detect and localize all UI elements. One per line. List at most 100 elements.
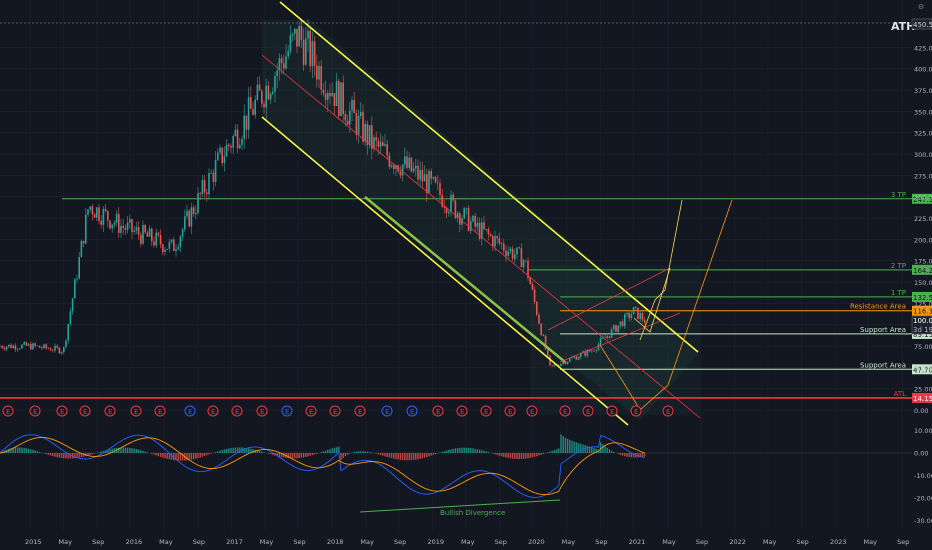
earnings-icon[interactable] [606, 405, 618, 417]
macd-bar [412, 453, 415, 460]
macd-bar [175, 453, 177, 461]
time-tick-label: Sep [897, 538, 909, 546]
earnings-icon[interactable] [526, 405, 538, 417]
earnings-icon[interactable] [184, 405, 196, 417]
candle-body [52, 350, 54, 352]
earnings-icon[interactable] [504, 405, 516, 417]
earnings-icon[interactable] [79, 405, 91, 417]
macd-bar [357, 451, 360, 453]
earnings-icon[interactable] [480, 405, 492, 417]
earnings-icon[interactable] [559, 405, 571, 417]
macd-bar [498, 453, 501, 456]
candle-body [212, 172, 215, 182]
earnings-icon[interactable] [207, 405, 219, 417]
macd-bar [500, 453, 503, 457]
level-tag-tp2: 2 TP [891, 262, 906, 270]
macd-bar [595, 448, 597, 453]
earnings-icon[interactable] [2, 405, 14, 417]
earnings-letter: E [108, 408, 112, 416]
candle-body [593, 350, 595, 352]
earnings-icon[interactable] [104, 405, 116, 417]
candle-body [355, 113, 358, 135]
macd-bar [472, 448, 474, 453]
earnings-letter: E [610, 408, 614, 416]
macd-bar [155, 453, 157, 456]
earnings-icon[interactable] [305, 405, 317, 417]
macd-bar [643, 453, 646, 457]
earnings-letter: E [484, 408, 488, 416]
macd-bar [272, 453, 274, 455]
candle-body [96, 207, 98, 218]
earnings-icon[interactable] [231, 405, 243, 417]
candle-body [157, 232, 160, 236]
candle-body [80, 240, 83, 258]
macd-bar [474, 448, 476, 453]
earnings-icon[interactable] [662, 405, 674, 417]
macd-bar [487, 452, 490, 453]
candle-body [452, 194, 454, 201]
earnings-icon[interactable] [582, 405, 594, 417]
macd-bar [263, 452, 265, 453]
earnings-icon[interactable] [456, 405, 468, 417]
candle-body [140, 234, 142, 244]
candle-body [401, 164, 404, 176]
earnings-icon[interactable] [256, 405, 268, 417]
earnings-icon[interactable] [329, 405, 341, 417]
ath-price-badge [911, 18, 932, 30]
earnings-icon[interactable] [29, 405, 41, 417]
macd-bar [573, 441, 575, 453]
earnings-letter: E [634, 408, 638, 416]
settings-icon[interactable]: ⚙ [918, 3, 924, 11]
candle-body [87, 209, 89, 215]
macd-bar [582, 444, 584, 453]
candle-body [276, 70, 278, 77]
time-tick-label: 2018 [327, 538, 344, 546]
candle-body [258, 84, 261, 91]
price-tick-label: 25.00 [914, 386, 932, 394]
time-axis[interactable]: 2015 May Sep 2016 May Sep 2017 May Sep 2018 May Sep… [25, 538, 909, 546]
candle-body [571, 357, 573, 359]
macd-bar [142, 450, 144, 453]
macd-bar [309, 453, 311, 456]
macd-tick-label: -10.00 [914, 472, 932, 480]
macd-bar [190, 453, 193, 460]
macd-bar [67, 453, 69, 459]
macd-bar [38, 451, 41, 453]
candle-body [241, 138, 243, 145]
earnings-icon[interactable] [432, 405, 444, 417]
time-tick-label: May [461, 538, 475, 546]
macd-bar [591, 447, 593, 453]
candle-body [533, 289, 536, 302]
candle-body [47, 348, 50, 349]
candle-body [1, 346, 3, 348]
macd-bar [384, 453, 386, 457]
earnings-icon[interactable] [154, 405, 166, 417]
macd-bar [179, 453, 182, 461]
macd-bar [428, 453, 430, 457]
macd-bar [443, 451, 446, 453]
candle-body [206, 192, 208, 195]
candle-body [487, 229, 490, 235]
earnings-icon[interactable] [56, 405, 68, 417]
macd-bar [610, 450, 613, 453]
earnings-icon[interactable] [281, 405, 293, 417]
candle-body [155, 232, 157, 246]
candle-body [406, 156, 408, 168]
macd-bar [146, 452, 149, 453]
price-axis[interactable]: 425.00 400.00 375.00 350.00 325.00 300.00 275.… [914, 44, 932, 415]
candle-body [377, 140, 380, 147]
earnings-icon[interactable] [406, 405, 418, 417]
macd-bar [157, 453, 160, 457]
earnings-icon[interactable] [354, 405, 366, 417]
earnings-icon[interactable] [381, 405, 393, 417]
macd-bar [522, 453, 525, 459]
macd-bar [630, 453, 633, 458]
earnings-icon[interactable] [630, 405, 642, 417]
macd-bar [109, 449, 111, 453]
candle-body [298, 25, 300, 47]
candle-body [133, 230, 135, 232]
earnings-icon[interactable] [130, 405, 142, 417]
macd-bar [302, 453, 305, 458]
time-tick-label: Sep [696, 538, 708, 546]
